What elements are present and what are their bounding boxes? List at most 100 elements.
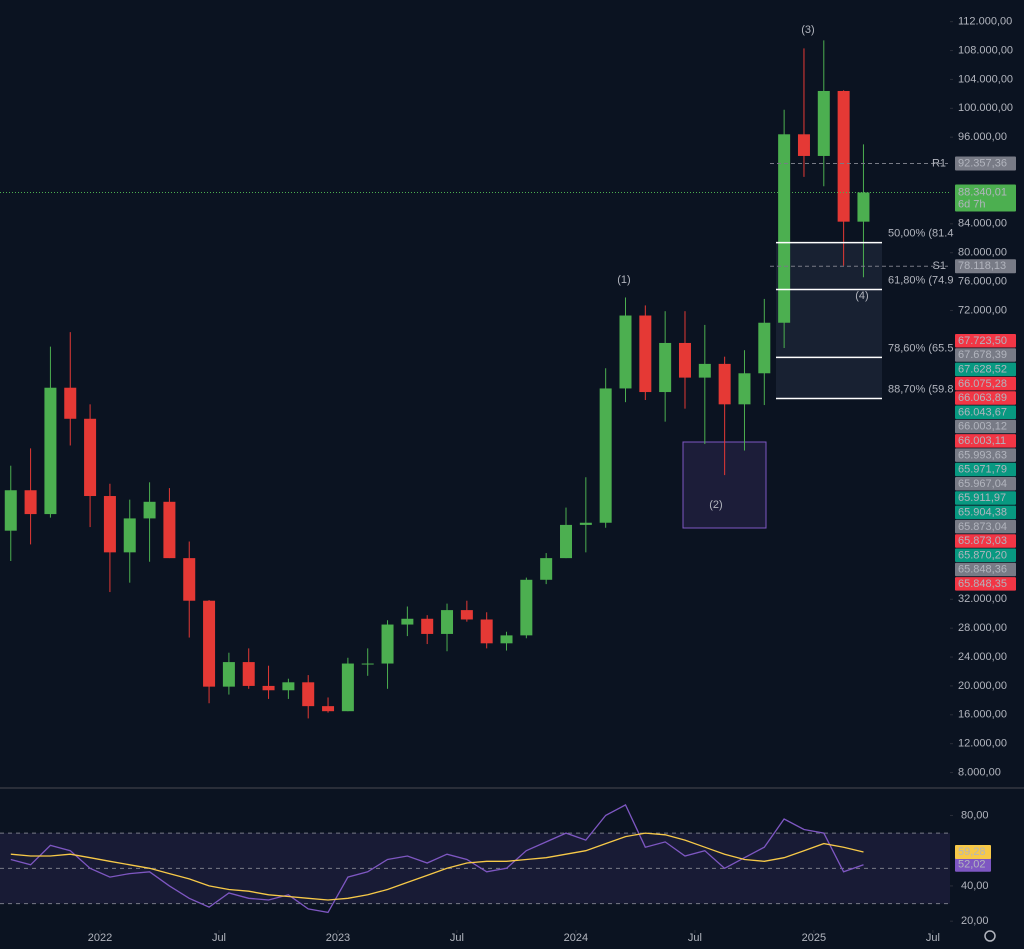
- current-price-box: [955, 184, 1016, 212]
- fib-zone: [776, 242, 882, 399]
- side-label-box: [955, 562, 1016, 577]
- side-label-box: [955, 376, 1016, 391]
- rsi-line: [10, 832, 864, 901]
- candle-body: [143, 501, 156, 519]
- candle-body: [619, 315, 632, 389]
- side-label-box: [955, 391, 1016, 405]
- candle-body: [322, 706, 335, 712]
- candle-body: [361, 663, 374, 665]
- candle-body: [460, 610, 473, 620]
- pivot-label: 92.357,36: [958, 157, 1007, 169]
- wave-label: (3): [801, 24, 814, 36]
- settings-icon[interactable]: [984, 930, 996, 942]
- candle-body: [262, 685, 275, 691]
- side-label: 67.723,50: [958, 335, 1007, 347]
- candle-body: [282, 682, 295, 691]
- candle-body: [738, 373, 751, 405]
- pivot-label-box: [955, 156, 1016, 171]
- candle-body: [123, 518, 136, 553]
- side-label: 65.848,35: [958, 578, 1007, 590]
- x-tick-label: Jul: [450, 932, 464, 944]
- settings-gear[interactable]: [984, 930, 996, 942]
- y-tick-label: 108.000,00: [958, 44, 1013, 56]
- wave-label: (1): [617, 274, 630, 286]
- side-label: 67.628,52: [958, 364, 1007, 376]
- side-label-box: [955, 505, 1016, 520]
- candle-body: [183, 558, 196, 601]
- side-label: 66.003,11: [958, 435, 1006, 447]
- side-label: 66.043,67: [958, 406, 1007, 418]
- side-label-box: [955, 534, 1016, 548]
- fib-label: 88,70% (59.8: [888, 383, 953, 395]
- side-label-box: [955, 348, 1016, 362]
- candle-body: [659, 342, 672, 393]
- y-tick-label: 32.000,00: [958, 593, 1007, 605]
- side-label-box: [955, 419, 1016, 434]
- candle-body: [758, 322, 771, 374]
- current-price-countdown: 6d 7h: [958, 198, 986, 210]
- candle-body: [302, 682, 315, 707]
- side-label: 65.904,38: [958, 507, 1007, 519]
- side-label-box: [955, 519, 1016, 534]
- y-tick-label: 96.000,00: [958, 131, 1007, 143]
- candle-body: [222, 662, 235, 687]
- y-tick-label: 80.000,00: [958, 247, 1007, 259]
- side-label: 65.873,03: [958, 535, 1007, 547]
- candle-body: [797, 134, 810, 156]
- rsi-y-tick-label: 80,00: [961, 809, 989, 821]
- side-label: 65.870,20: [958, 549, 1007, 561]
- candle-body: [4, 490, 17, 531]
- wave-label: (2): [709, 499, 722, 511]
- side-label-box: [955, 405, 1016, 419]
- side-label: 66.063,89: [958, 392, 1007, 404]
- y-tick-label: 84.000,00: [958, 218, 1007, 230]
- side-label-box: [955, 334, 1016, 348]
- fib-label: 78,60% (65.5: [888, 342, 953, 354]
- candle-body: [639, 315, 652, 393]
- y-tick-label: 8.000,00: [958, 766, 1001, 778]
- side-label-box: [955, 448, 1016, 462]
- y-tick-label: 104.000,00: [958, 73, 1013, 85]
- candle-body: [242, 662, 255, 686]
- rsi-y-tick-label: 40,00: [961, 880, 989, 892]
- y-tick-label: 16.000,00: [958, 709, 1007, 721]
- x-tick-label: 2025: [802, 932, 826, 944]
- rsi-last-label: 52,02: [958, 859, 986, 871]
- y-tick-label: 12.000,00: [958, 738, 1007, 750]
- candle-body: [163, 501, 176, 559]
- candle-body: [837, 90, 850, 222]
- pivot-name: S1: [933, 260, 946, 272]
- rsi-last-box: [955, 844, 991, 859]
- x-tick-label: Jul: [926, 932, 940, 944]
- side-label-box: [955, 434, 1016, 448]
- candle-body: [500, 635, 513, 644]
- side-label: 66.003,12: [958, 421, 1007, 433]
- x-tick-label: 2024: [564, 932, 588, 944]
- candle-body: [401, 618, 414, 625]
- rsi-last-label: 59,28: [958, 846, 986, 858]
- current-price-label: 88.340,01: [958, 186, 1007, 198]
- candle-body: [103, 496, 116, 553]
- y-tick-label: 20.000,00: [958, 680, 1007, 692]
- rsi-line: [10, 804, 864, 914]
- candle-body: [441, 610, 454, 634]
- side-label: 65.971,79: [958, 464, 1007, 476]
- y-tick-label: 76.000,00: [958, 275, 1007, 287]
- pivot-name: R1: [932, 157, 946, 169]
- candle-body: [24, 490, 37, 515]
- candle-body: [540, 558, 553, 580]
- y-tick-label: 112.000,00: [958, 16, 1012, 28]
- side-label: 65.911,97: [958, 492, 1006, 504]
- candle-body: [579, 522, 592, 525]
- side-label: 65.848,36: [958, 564, 1007, 576]
- candle-body: [44, 387, 57, 515]
- candle-body: [857, 192, 870, 222]
- fib-label: 50,00% (81.4: [888, 228, 953, 240]
- side-label: 65.873,04: [958, 521, 1007, 533]
- fib-label: 61,80% (74.9: [888, 274, 953, 286]
- candle-body: [718, 363, 731, 405]
- x-tick-label: Jul: [688, 932, 702, 944]
- y-tick-label: 72.000,00: [958, 304, 1007, 316]
- x-tick-label: 2022: [88, 932, 112, 944]
